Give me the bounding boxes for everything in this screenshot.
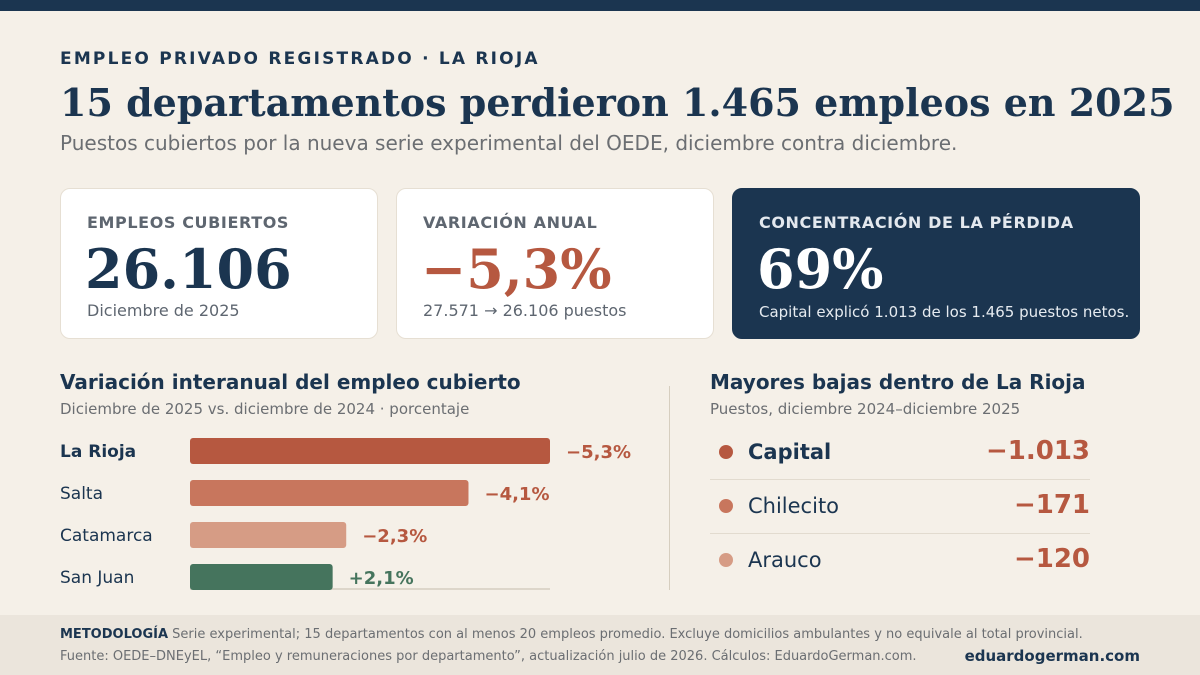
kpi-card-loss-concentration: CONCENTRACIÓN DE LA PÉRDIDA 69% Capital …: [732, 188, 1140, 339]
bar-chart-title: Variación interanual del empleo cubierto: [60, 370, 521, 394]
bar-chart: La Rioja −5,3% Salta −4,1% Catamarca −2,3% San…: [60, 438, 631, 590]
kpi-label: CONCENTRACIÓN DE LA PÉRDIDA: [759, 213, 1074, 232]
kpi-card-annual-change: VARIACIÓN ANUAL −5,3% 27.571 → 26.106 pu…: [396, 188, 714, 339]
ranking-value: −1.013: [985, 436, 1090, 466]
ranking-row: Capital −1.013: [710, 426, 1090, 480]
brand-link[interactable]: eduardogerman.com: [964, 647, 1140, 665]
data-label: −5,3%: [566, 442, 631, 463]
ranking-subtitle: Puestos, diciembre 2024–diciembre 2025: [710, 400, 1021, 418]
ranking-row: Arauco −120: [710, 534, 1090, 588]
top-accent-bar: [0, 0, 1200, 11]
ranking-row: Chilecito −171: [710, 480, 1090, 534]
methodology-label: METODOLOGÍA: [60, 627, 169, 642]
source-note: Fuente: OEDE–DNEyEL, “Empleo y remunerac…: [60, 649, 917, 664]
category-label: San Juan: [60, 568, 134, 588]
kpi-note: 27.571 → 26.106 puestos: [423, 301, 627, 320]
ranking-department: Chilecito: [748, 494, 840, 518]
kpi-note: Diciembre de 2025: [87, 301, 240, 320]
methodology-note: METODOLOGÍA Serie experimental; 15 depar…: [60, 627, 1083, 642]
ranking-dot: [719, 499, 733, 513]
ranking-title: Mayores bajas dentro de La Rioja: [710, 370, 1086, 394]
methodology-text: Serie experimental; 15 departamentos con…: [172, 627, 1083, 642]
bar-chart-subtitle: Diciembre de 2025 vs. diciembre de 2024 …: [60, 400, 470, 418]
kpi-label: VARIACIÓN ANUAL: [423, 213, 598, 232]
section-divider: [669, 386, 670, 590]
ranking-value: −171: [1013, 490, 1090, 520]
bar-la-rioja: [190, 438, 550, 464]
category-label: La Rioja: [60, 442, 136, 462]
kpi-note: Capital explicó 1.013 de los 1.465 puest…: [759, 303, 1130, 321]
kpi-label: EMPLEOS CUBIERTOS: [87, 213, 290, 232]
ranking-department: Capital: [748, 440, 832, 464]
kpi-card-employment: EMPLEOS CUBIERTOS 26.106 Diciembre de 20…: [60, 188, 378, 339]
page-title: 15 departamentos perdieron 1.465 empleos…: [60, 80, 1175, 125]
ranking-dot: [719, 553, 733, 567]
category-label: Salta: [60, 484, 103, 504]
data-label: −2,3%: [362, 526, 427, 547]
footer: METODOLOGÍA Serie experimental; 15 depar…: [0, 615, 1200, 675]
bar-salta: [190, 480, 469, 506]
kicker: EMPLEO PRIVADO REGISTRADO · LA RIOJA: [60, 49, 540, 69]
bar-catamarca: [190, 522, 347, 548]
kpi-value: −5,3%: [421, 237, 612, 301]
kpi-value: 26.106: [85, 237, 292, 301]
ranking-dot: [719, 445, 733, 459]
ranking-value: −120: [1013, 544, 1090, 574]
data-label: +2,1%: [349, 568, 414, 589]
bar-san-juan: [190, 564, 333, 590]
data-label: −4,1%: [484, 484, 549, 505]
category-label: Catamarca: [60, 526, 153, 546]
page-subtitle: Puestos cubiertos por la nueva serie exp…: [60, 131, 958, 155]
kpi-value: 69%: [757, 237, 884, 301]
ranking-department: Arauco: [748, 548, 822, 572]
